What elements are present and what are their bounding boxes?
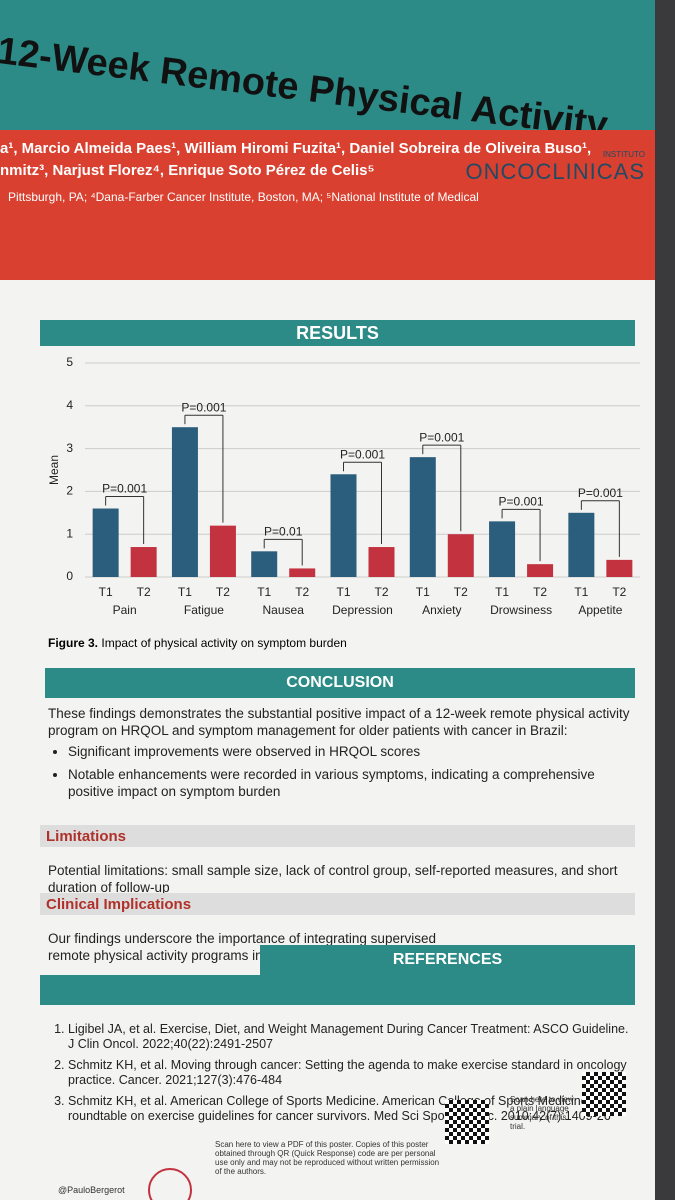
bar xyxy=(92,508,119,577)
poster: 12-Week Remote Physical Activity a¹, Mar… xyxy=(0,0,655,1200)
series-label: T2 xyxy=(454,585,468,599)
series-label: T2 xyxy=(137,585,151,599)
bar xyxy=(368,547,395,577)
results-heading: RESULTS xyxy=(40,320,635,346)
series-label: T1 xyxy=(178,585,192,599)
y-tick-label: 5 xyxy=(66,355,73,369)
authors-band: a¹, Marcio Almeida Paes¹, William Hiromi… xyxy=(0,130,655,280)
affiliations: Pittsburgh, PA; ⁴Dana-Farber Cancer Inst… xyxy=(8,190,479,204)
series-label: T1 xyxy=(495,585,509,599)
x-tick-label: Drowsiness xyxy=(490,603,552,617)
series-label: T2 xyxy=(612,585,626,599)
series-label: T2 xyxy=(216,585,230,599)
bar xyxy=(289,568,316,577)
bar xyxy=(251,551,278,577)
y-tick-label: 1 xyxy=(66,526,73,540)
x-tick-label: Depression xyxy=(332,603,393,617)
handle: @PauloBergerot xyxy=(58,1185,125,1195)
limitations-heading: Limitations xyxy=(46,828,127,845)
x-tick-label: Appetite xyxy=(578,603,622,617)
clinical-heading: Clinical Implications xyxy=(46,896,192,913)
y-tick-label: 0 xyxy=(66,569,73,583)
bar xyxy=(171,427,198,577)
pdf-note: Scan here to view a PDF of this poster. … xyxy=(215,1140,440,1176)
bar xyxy=(489,521,516,577)
series-label: T1 xyxy=(257,585,271,599)
qr-code xyxy=(582,1072,626,1116)
p-value: P=0.001 xyxy=(102,482,147,496)
series-label: T2 xyxy=(374,585,388,599)
p-value: P=0.01 xyxy=(264,524,303,538)
series-label: T1 xyxy=(99,585,113,599)
x-tick-label: Pain xyxy=(113,603,137,617)
p-value: P=0.001 xyxy=(181,400,226,414)
y-tick-label: 2 xyxy=(66,484,73,498)
bar xyxy=(330,474,357,577)
series-label: T1 xyxy=(574,585,588,599)
y-axis-label: Mean xyxy=(47,455,61,485)
qr-code xyxy=(445,1100,489,1144)
conclusion-heading: CONCLUSION xyxy=(45,668,635,698)
limitations-text: Potential limitations: small sample size… xyxy=(48,863,618,895)
bar xyxy=(527,564,554,577)
p-value: P=0.001 xyxy=(578,486,623,500)
bar xyxy=(130,547,157,577)
references-heading: REFERENCES xyxy=(260,945,635,975)
conclusion-list: Significant improvements were observed i… xyxy=(48,743,633,800)
logo-name: ONCOCLINICAS xyxy=(465,159,645,184)
series-label: T1 xyxy=(336,585,350,599)
x-tick-label: Nausea xyxy=(263,603,305,617)
caption-text: Impact of physical activity on symptom b… xyxy=(101,636,347,650)
reference: Schmitz KH, et al. Moving through cancer… xyxy=(68,1058,633,1088)
bullet: Notable enhancements were recorded in va… xyxy=(68,766,633,800)
caption: Figure 3. Impact of physical activity on… xyxy=(48,636,347,650)
header-band xyxy=(0,0,655,140)
p-value: P=0.001 xyxy=(499,495,544,509)
x-tick-label: Anxiety xyxy=(422,603,461,617)
p-value: P=0.001 xyxy=(419,430,464,444)
summary-note: Scan here to view a plain language summa… xyxy=(510,1095,574,1131)
authors: nmitz³, Narjust Florez⁴, Enrique Soto Pé… xyxy=(0,162,375,179)
authors: a¹, Marcio Almeida Paes¹, William Hiromi… xyxy=(0,140,592,157)
bar xyxy=(568,512,595,577)
logo: INSTITUTO ONCOCLINICAS xyxy=(466,150,645,185)
p-value: P=0.001 xyxy=(340,447,385,461)
bar xyxy=(409,457,436,577)
y-tick-label: 4 xyxy=(66,398,73,412)
x-tick-label: Fatigue xyxy=(184,603,224,617)
series-label: T1 xyxy=(416,585,430,599)
reference: Ligibel JA, et al. Exercise, Diet, and W… xyxy=(68,1022,633,1052)
conclusion: These findings demonstrates the substant… xyxy=(48,705,633,806)
logo-top: INSTITUTO xyxy=(602,150,645,159)
series-label: T2 xyxy=(295,585,309,599)
bullet: Significant improvements were observed i… xyxy=(68,743,633,760)
y-tick-label: 3 xyxy=(66,441,73,455)
conclusion-intro: These findings demonstrates the substant… xyxy=(48,706,630,738)
bar xyxy=(209,525,236,577)
caption-label: Figure 3. xyxy=(48,636,99,650)
series-label: T2 xyxy=(533,585,547,599)
bar xyxy=(606,559,633,577)
bar xyxy=(447,534,474,577)
